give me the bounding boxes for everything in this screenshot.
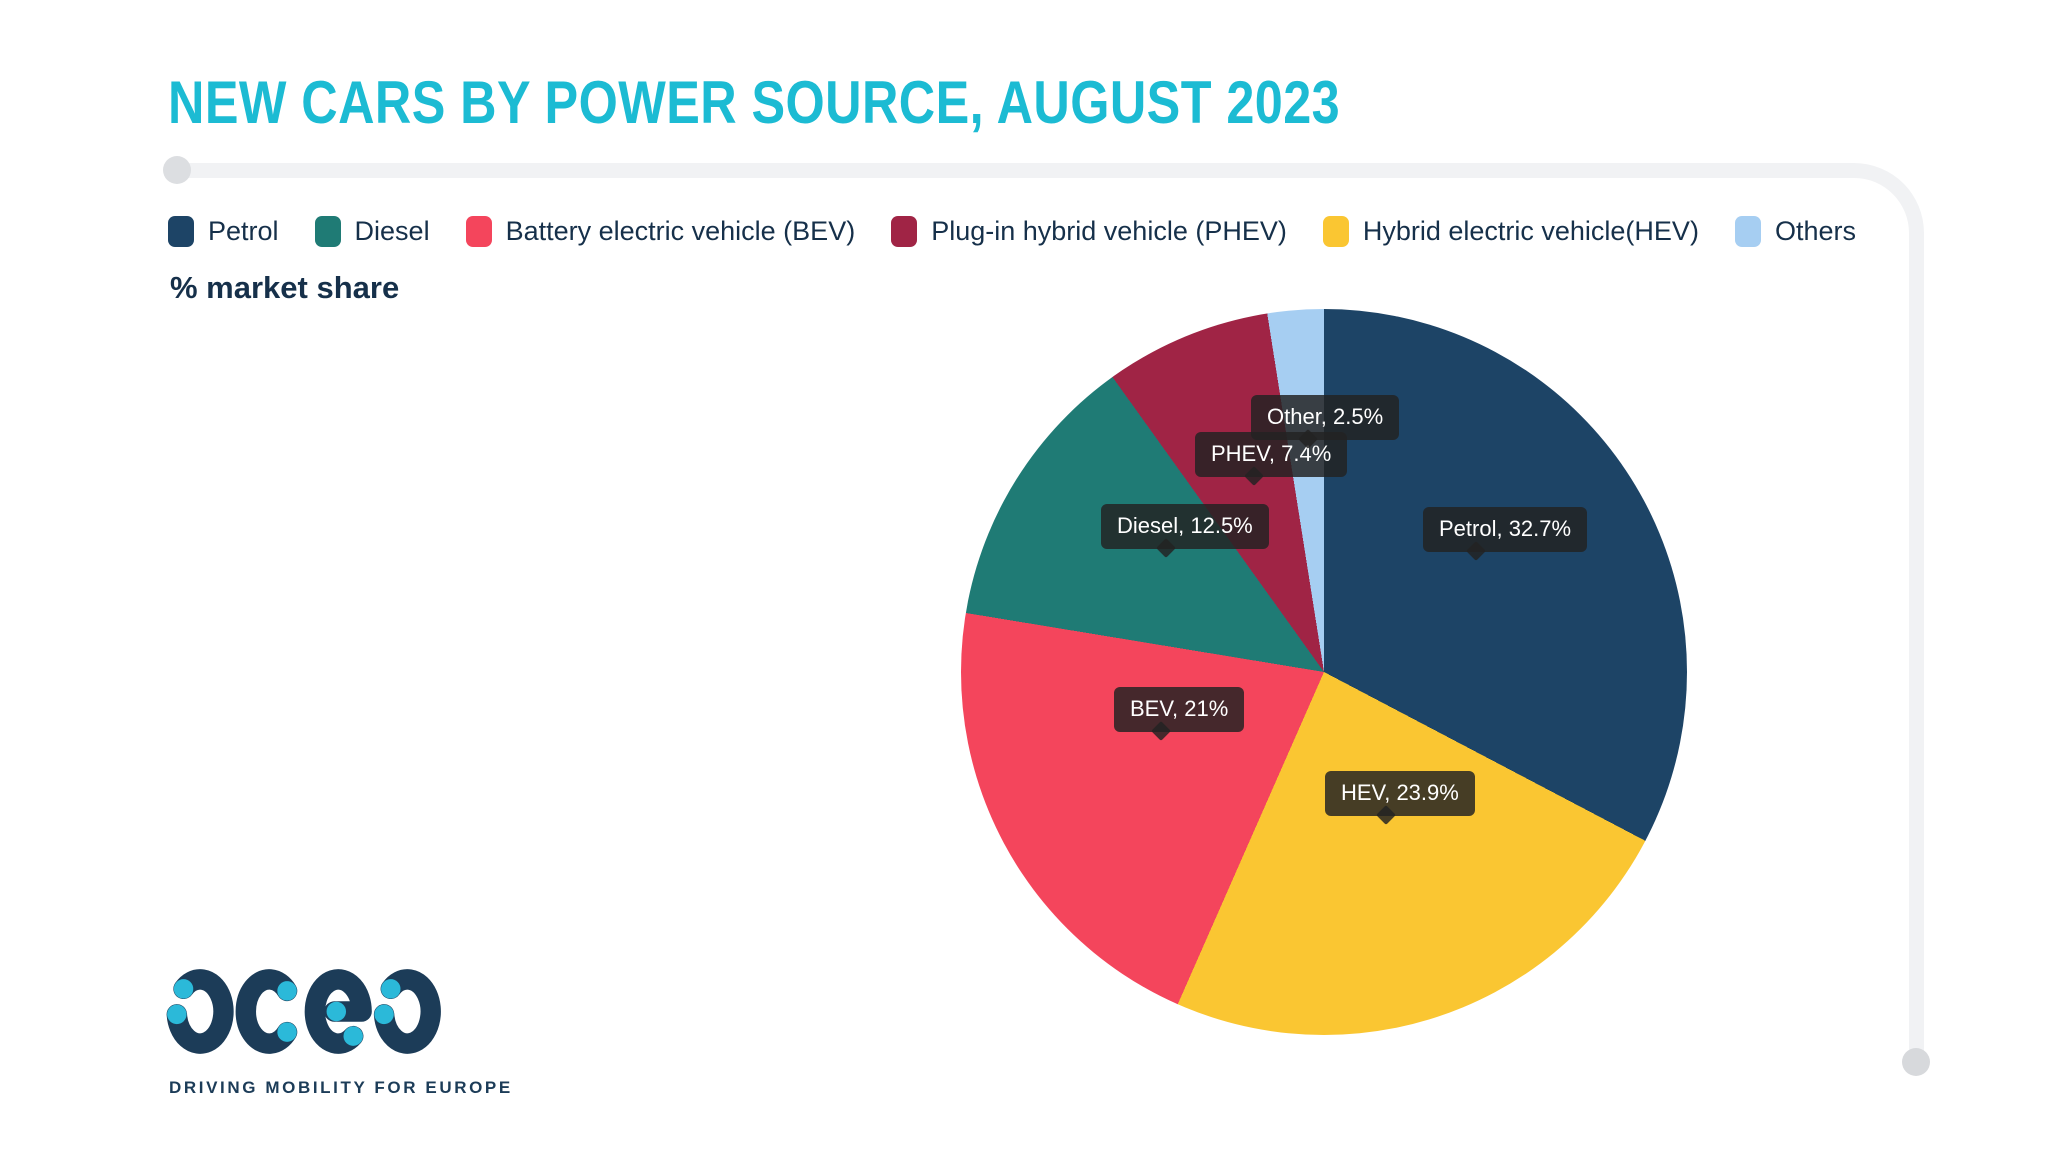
diesel-swatch-icon — [314, 216, 341, 247]
legend-label: Battery electric vehicle (BEV) — [505, 216, 856, 246]
legend-item-hev[interactable]: Hybrid electric vehicle(HEV) — [1322, 216, 1699, 247]
page-title: NEW CARS BY POWER SOURCE, AUGUST 2023 — [168, 69, 1341, 136]
hev-swatch-icon — [1322, 216, 1349, 247]
slice-label-petrol: Petrol, 32.7% — [1423, 507, 1588, 552]
acea-tagline: DRIVING MOBILITY FOR EUROPE — [169, 1078, 513, 1097]
legend-label: Others — [1774, 216, 1856, 246]
legend-label: Hybrid electric vehicle(HEV) — [1362, 216, 1699, 246]
slice-label-bev: BEV, 21% — [1114, 687, 1245, 732]
petrol-swatch-icon — [168, 216, 194, 247]
slice-label-hev: HEV, 23.9% — [1325, 771, 1475, 816]
legend-item-petrol[interactable]: Petrol — [168, 216, 279, 247]
chart-legend: Petrol Diesel Battery electric vehicle (… — [168, 216, 1856, 247]
track-end-dot — [1902, 1048, 1930, 1076]
slice-label-other: Other, 2.5% — [1251, 395, 1400, 440]
slice-label-diesel: Diesel, 12.5% — [1101, 504, 1269, 549]
legend-item-diesel[interactable]: Diesel — [314, 216, 430, 247]
phev-swatch-icon — [891, 216, 918, 247]
acea-logo — [165, 958, 457, 1066]
acea-logo-mark — [166, 969, 441, 1054]
legend-label: Diesel — [354, 216, 430, 246]
bev-swatch-icon — [465, 216, 492, 247]
axis-unit-label: % market share — [170, 270, 400, 305]
legend-item-bev[interactable]: Battery electric vehicle (BEV) — [465, 216, 856, 247]
others-swatch-icon — [1734, 216, 1761, 247]
legend-item-phev[interactable]: Plug-in hybrid vehicle (PHEV) — [891, 216, 1287, 247]
legend-item-others[interactable]: Others — [1734, 216, 1856, 247]
track-start-dot — [163, 156, 191, 184]
legend-label: Petrol — [208, 216, 279, 246]
legend-label: Plug-in hybrid vehicle (PHEV) — [931, 216, 1287, 246]
